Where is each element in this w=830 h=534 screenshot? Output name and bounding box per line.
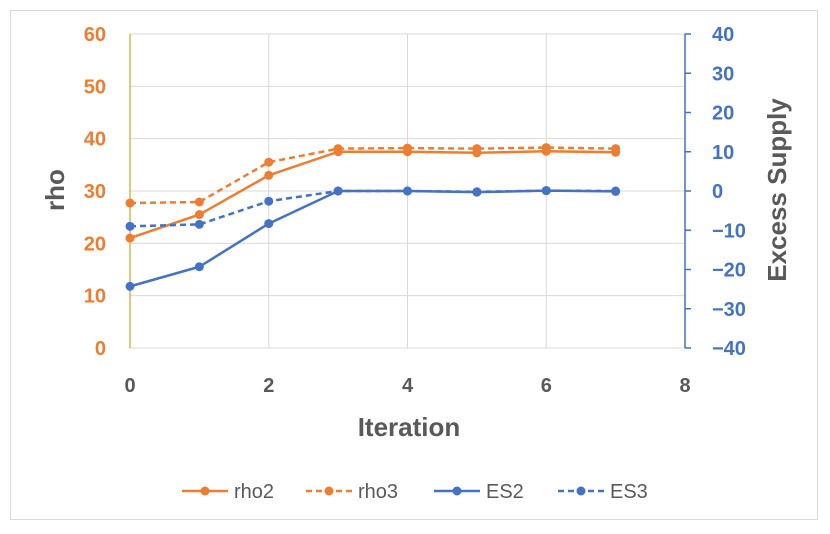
data-point-rho3 <box>472 144 482 154</box>
legend-marker-rho3 <box>324 486 334 496</box>
y2-tick-label: −40 <box>712 338 746 360</box>
series-rho3 <box>125 143 621 208</box>
data-point-rho3 <box>403 143 412 153</box>
y2-axis-title: Excess Supply <box>762 98 792 282</box>
legend-label-ES2: ES2 <box>486 481 524 503</box>
legend-marker-ES2 <box>452 486 462 496</box>
data-point-rho3 <box>125 198 135 208</box>
legend-label-ES3: ES3 <box>610 481 648 503</box>
legend-label-rho3: rho3 <box>358 481 398 503</box>
chart-frame <box>10 10 818 520</box>
y2-tick-label: 40 <box>712 24 734 46</box>
tick-layer: 0 10 20 30 40 50 60 0 2 4 6 8 −40 −30 −20 −10 0 10 20 30 40 <box>84 24 746 397</box>
data-point-ES3 <box>472 187 482 197</box>
data-point-rho2 <box>125 233 135 243</box>
legend-label-rho2: rho2 <box>234 481 274 503</box>
x-tick-label: 4 <box>402 375 414 397</box>
y2-tick-label: −20 <box>712 260 746 282</box>
data-point-rho3 <box>194 197 204 207</box>
y-tick-label: 10 <box>84 286 106 308</box>
series-line-rho2 <box>129 149 616 240</box>
axis-layer <box>129 33 691 349</box>
data-point-ES3 <box>611 186 621 196</box>
data-point-rho2 <box>264 170 274 180</box>
data-point-ES3 <box>403 186 412 196</box>
y-tick-label: 40 <box>84 129 106 151</box>
x-axis-title: Iteration <box>358 412 461 442</box>
y-tick-label: 20 <box>84 233 106 255</box>
y2-tick-label: −30 <box>712 299 746 321</box>
y2-tick-label: 20 <box>712 103 734 125</box>
data-point-ES2 <box>125 281 135 291</box>
data-point-rho3 <box>541 143 551 153</box>
series-line-ES3 <box>129 189 616 228</box>
x-tick-label: 2 <box>263 375 274 397</box>
data-point-ES3 <box>194 219 204 229</box>
legend-marker-rho2 <box>200 486 210 496</box>
x-tick-label: 0 <box>124 375 135 397</box>
data-point-ES2 <box>264 219 274 229</box>
y2-tick-label: 10 <box>712 142 734 164</box>
data-point-ES3 <box>333 186 343 196</box>
x-tick-label: 6 <box>541 375 552 397</box>
y-axis-title: rho <box>40 169 70 211</box>
data-point-rho3 <box>611 144 621 154</box>
series-ES3 <box>125 186 621 231</box>
series-layer <box>125 143 621 291</box>
y2-tick-label: −10 <box>712 220 746 242</box>
series-line-ES2 <box>129 189 616 288</box>
y-tick-label: 30 <box>84 181 106 203</box>
y-tick-label: 60 <box>84 24 106 46</box>
data-point-ES3 <box>125 221 135 231</box>
data-point-rho2 <box>194 210 204 220</box>
y2-tick-label: 0 <box>712 181 723 203</box>
data-point-rho3 <box>333 144 343 154</box>
y-tick-label: 0 <box>95 338 106 360</box>
legend: rho2 rho3 ES2 ES3 <box>182 481 648 503</box>
data-point-ES3 <box>264 196 274 206</box>
legend-marker-ES3 <box>576 486 586 496</box>
y-tick-label: 50 <box>84 76 106 98</box>
data-point-ES2 <box>194 262 204 272</box>
data-point-ES3 <box>541 186 551 196</box>
x-tick-label: 8 <box>679 375 690 397</box>
data-point-rho3 <box>264 157 274 167</box>
y2-tick-label: 30 <box>712 63 734 85</box>
series-line-rho3 <box>129 146 616 205</box>
